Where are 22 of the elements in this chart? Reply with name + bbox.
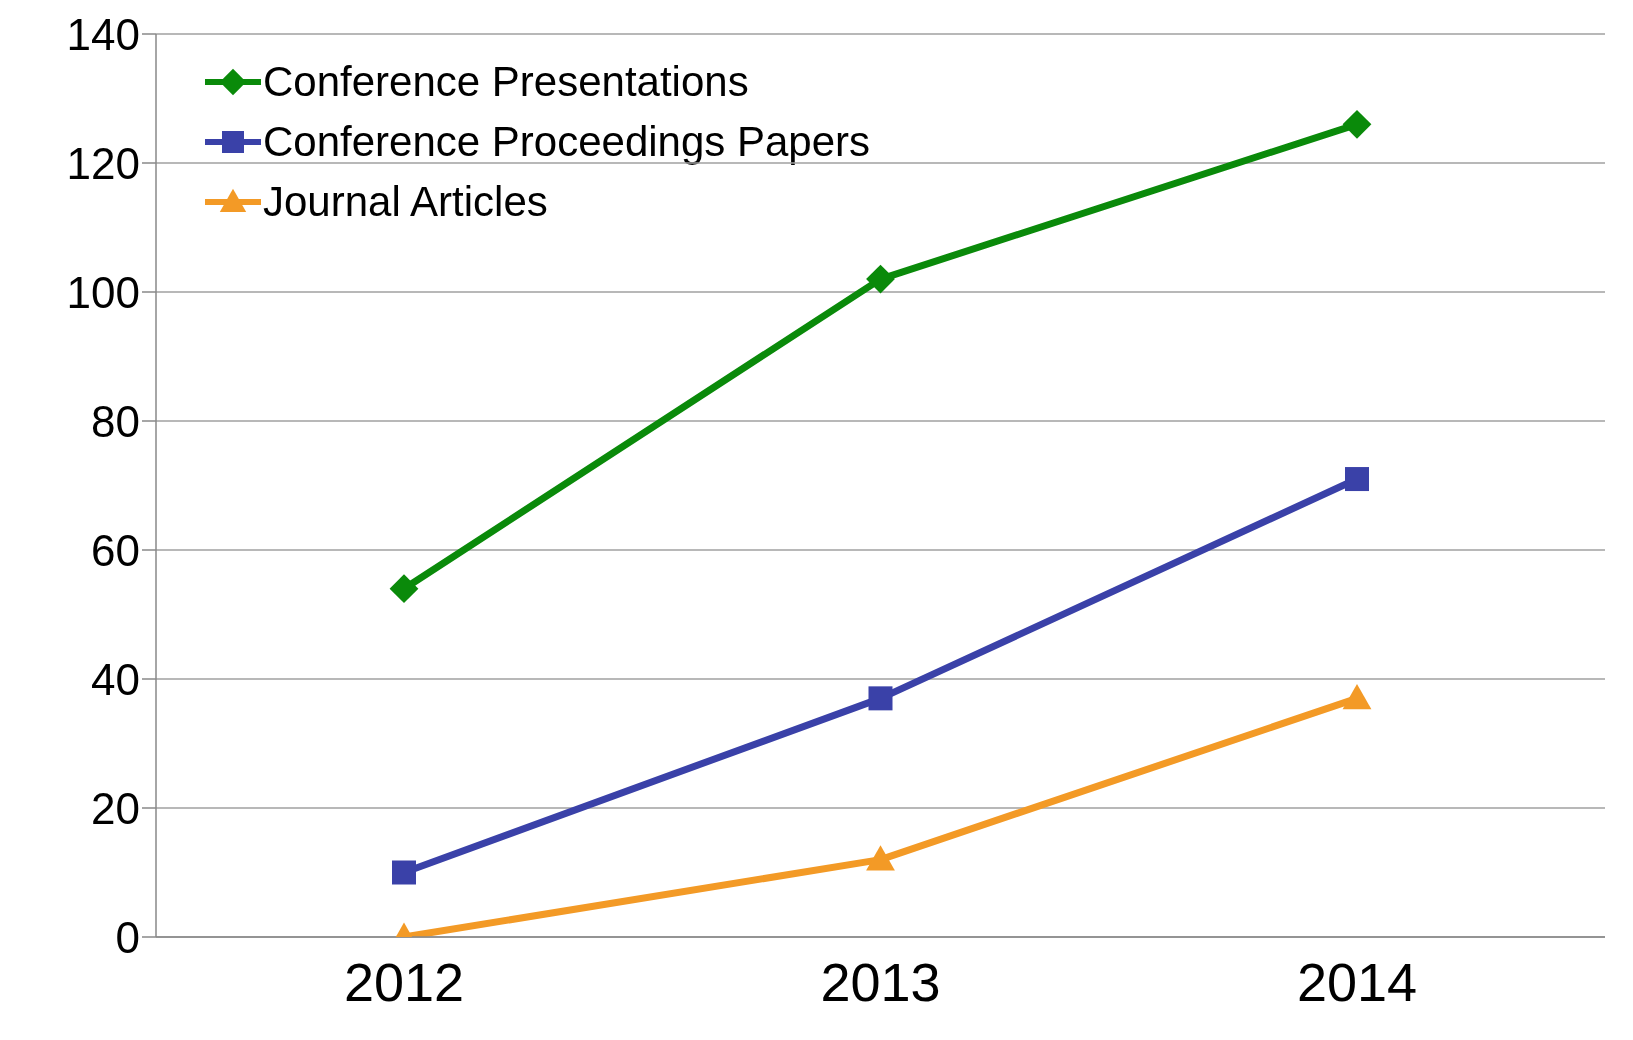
- point: [1342, 109, 1372, 139]
- y-tick-label: 60: [91, 525, 140, 575]
- legend-label: Conference Proceedings Papers: [263, 118, 871, 166]
- x-tick-label: 2013: [820, 952, 941, 1013]
- y-tick-label: 20: [91, 783, 140, 833]
- y-tick-label: 80: [91, 396, 140, 446]
- y-tick-label: 0: [115, 912, 140, 962]
- point: [389, 574, 419, 604]
- x-tick-label: 2012: [343, 952, 465, 1013]
- legend-label: Journal Articles: [263, 178, 548, 226]
- legend-label: Conference Presentations: [263, 58, 749, 106]
- y-tick-label: 40: [91, 654, 140, 704]
- point: [866, 264, 895, 294]
- point: [392, 860, 416, 885]
- point: [1345, 467, 1369, 492]
- y-tick-label: 100: [66, 267, 140, 317]
- y-tick-label: 140: [66, 9, 140, 59]
- point: [868, 686, 893, 711]
- x-tick-label: 2014: [1296, 952, 1418, 1013]
- y-tick-label: 120: [66, 138, 140, 188]
- point: [1342, 683, 1372, 710]
- point: [866, 845, 895, 871]
